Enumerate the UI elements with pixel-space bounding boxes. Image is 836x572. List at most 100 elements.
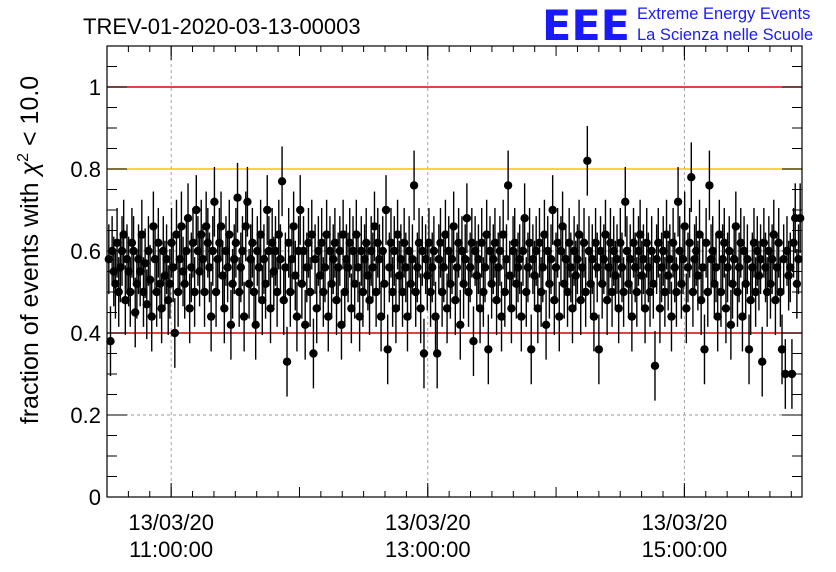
data-marker: [378, 246, 387, 256]
data-point: [687, 142, 696, 213]
data-point: [619, 257, 628, 327]
data-point: [555, 281, 564, 352]
data-marker: [167, 238, 176, 247]
data-point: [474, 224, 483, 295]
data-marker: [419, 349, 429, 358]
eee-logo: EEE Extreme Energy Events La Scienza nel…: [542, 1, 813, 50]
data-marker: [627, 312, 637, 321]
data-marker: [464, 287, 473, 297]
data-marker: [786, 263, 795, 272]
data-marker: [406, 279, 415, 288]
data-marker: [119, 230, 128, 239]
data-marker: [190, 287, 199, 297]
data-marker: [281, 263, 290, 272]
data-marker: [206, 312, 216, 321]
data-marker: [413, 263, 422, 272]
data-marker: [550, 296, 559, 305]
data-point: [769, 199, 778, 270]
data-marker: [144, 246, 153, 256]
data-marker: [606, 238, 615, 247]
data-marker: [353, 263, 363, 272]
data-point: [749, 207, 759, 278]
data-marker: [533, 304, 543, 313]
data-point: [129, 216, 138, 286]
data-point: [659, 216, 668, 286]
data-marker: [525, 238, 534, 247]
data-marker: [322, 230, 331, 239]
data-marker: [386, 238, 396, 247]
data-point: [650, 330, 660, 401]
data-marker: [777, 345, 787, 354]
data-marker: [652, 255, 661, 264]
data-marker: [589, 312, 599, 321]
data-marker: [591, 238, 600, 247]
data-point: [583, 125, 592, 196]
data-point: [309, 318, 318, 389]
data-marker: [228, 279, 237, 288]
data-point: [758, 326, 767, 397]
data-point: [756, 224, 765, 295]
data-marker: [241, 222, 250, 231]
data-point: [665, 224, 675, 295]
data-marker: [558, 222, 567, 231]
data-point: [388, 257, 397, 327]
x-axis: 13/03/2011:00:0013/03/2013:00:0013/03/20…: [106, 46, 792, 562]
data-marker: [442, 304, 452, 313]
data-point: [188, 207, 198, 278]
data-marker: [482, 230, 491, 239]
data-marker: [484, 345, 493, 354]
data-point: [310, 224, 320, 295]
data-marker: [362, 238, 371, 247]
data-marker: [746, 296, 755, 305]
data-marker: [767, 255, 777, 264]
data-marker: [502, 255, 511, 264]
data-marker: [639, 255, 648, 264]
data-point: [296, 175, 305, 245]
data-marker: [612, 255, 622, 264]
data-marker: [416, 304, 425, 313]
data-marker: [261, 279, 270, 288]
logo-mark: EEE: [542, 1, 630, 50]
data-marker: [479, 287, 488, 297]
data-marker: [357, 246, 366, 256]
data-marker: [465, 263, 475, 272]
data-marker: [454, 238, 463, 247]
data-marker: [538, 263, 547, 272]
data-point: [416, 273, 425, 344]
data-point: [264, 216, 274, 286]
data-marker: [426, 287, 435, 297]
data-marker: [680, 222, 689, 231]
data-marker: [490, 238, 500, 247]
data-marker: [230, 255, 239, 264]
data-point: [484, 314, 493, 385]
data-marker: [205, 263, 214, 272]
data-point: [469, 306, 478, 377]
data-marker: [147, 312, 156, 321]
data-point: [726, 289, 736, 360]
data-marker: [399, 238, 409, 247]
data-marker: [380, 279, 389, 288]
data-point: [507, 273, 516, 344]
data-point: [376, 281, 386, 352]
data-marker: [286, 287, 295, 297]
data-point: [140, 228, 150, 299]
y-tick-label: 0.4: [70, 321, 101, 346]
y-axis: 0 0.2 0.4 0.6 0.8 1: [70, 66, 802, 510]
data-point: [383, 314, 392, 385]
data-marker: [225, 230, 234, 239]
data-point: [632, 257, 642, 327]
data-marker: [388, 287, 397, 297]
data-marker: [632, 287, 642, 297]
data-marker: [677, 279, 686, 288]
data-marker: [713, 312, 722, 321]
data-marker: [720, 238, 729, 247]
data-marker: [201, 222, 211, 231]
data-point: [503, 150, 513, 221]
data-marker: [597, 279, 607, 288]
data-marker: [771, 296, 780, 305]
data-point: [210, 166, 219, 237]
data-point: [248, 207, 257, 278]
data-marker: [659, 246, 668, 256]
x-tick-label-date: 13/03/20: [642, 510, 728, 535]
data-point: [345, 207, 354, 278]
